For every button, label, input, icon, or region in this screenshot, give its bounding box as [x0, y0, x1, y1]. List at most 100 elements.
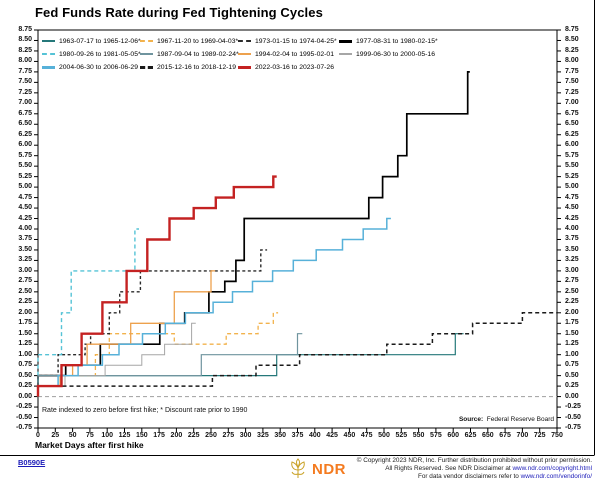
y-tick-label: 0.50	[565, 371, 579, 379]
legend-swatch	[140, 65, 153, 69]
legend-swatch	[140, 40, 153, 42]
y-tick-label: 1.50	[18, 329, 32, 337]
legend-swatch	[339, 53, 352, 55]
copyright-line: For data vendor disclaimers refer to www…	[417, 473, 592, 481]
x-tick-label: 275	[222, 432, 235, 439]
y-tick-label: 0.75	[565, 361, 579, 369]
y-tick-label: 6.50	[565, 120, 579, 128]
x-tick-label: 375	[291, 432, 304, 439]
x-tick-label: 100	[101, 432, 114, 439]
legend-swatch	[140, 53, 153, 55]
y-tick-label: 8.75	[18, 26, 32, 33]
y-tick-label: 3.50	[565, 245, 579, 253]
y-tick-label: 1.25	[565, 340, 579, 348]
legend-label: 1994-02-04 to 1995-02-01	[255, 50, 334, 58]
y-tick-label: 5.25	[565, 172, 579, 180]
copyright-line: All Rights Reserved. See NDR Disclaimer …	[385, 465, 592, 473]
x-tick-label: 300	[239, 432, 252, 439]
y-tick-label: 4.00	[18, 225, 32, 232]
x-tick-label: 750	[551, 432, 563, 439]
y-tick-label: 7.25	[565, 88, 579, 96]
y-tick-label: 5.50	[565, 162, 579, 170]
ndr-logo: NDR	[288, 458, 346, 480]
y-tick-label: -0.50	[16, 413, 32, 421]
legend-label: 1987-09-04 to 1989-02-24*	[157, 50, 239, 58]
y-tick-label: 5.00	[18, 183, 32, 191]
y-tick-label: 2.50	[18, 287, 32, 295]
legend-swatch	[42, 53, 55, 55]
source-label: Source:	[458, 416, 484, 423]
y-tick-label: 2.25	[565, 298, 579, 306]
x-tick-label: 400	[308, 432, 321, 439]
y-tick-label: 3.50	[18, 245, 32, 253]
legend-label: 1963-07-17 to 1965-12-06*	[59, 37, 141, 45]
x-axis-title: Market Days after first hike	[35, 440, 144, 450]
y-tick-label: 3.75	[565, 235, 579, 243]
x-tick-label: 0	[36, 432, 40, 439]
legend-label: 1980-09-26 to 1981-05-05*	[59, 50, 141, 58]
legend-label: 2022-03-16 to 2023-07-26	[255, 63, 334, 71]
x-tick-label: 350	[274, 432, 287, 439]
y-tick-label: 0.25	[565, 382, 579, 390]
legend-item: 1977-08-31 to 1980-02-15*	[339, 35, 438, 47]
legend-item: 1963-07-17 to 1965-12-06*	[42, 35, 141, 47]
y-tick-label: 4.75	[565, 193, 579, 201]
y-tick-label: 4.25	[565, 214, 579, 222]
y-tick-label: 4.25	[18, 214, 32, 222]
y-tick-label: 0.75	[18, 361, 32, 369]
x-tick-label: 600	[447, 432, 460, 439]
x-tick-label: 700	[516, 432, 529, 439]
x-tick-label: 500	[378, 432, 390, 439]
x-tick-label: 425	[326, 432, 338, 439]
x-tick-label: 625	[464, 432, 477, 439]
legend-swatch	[238, 65, 251, 69]
y-tick-label: 8.50	[18, 36, 32, 44]
legend-item: 1980-09-26 to 1981-05-05*	[42, 48, 141, 60]
legend-item: 2004-06-30 to 2006-06-29	[42, 61, 138, 73]
y-tick-label: 2.00	[565, 308, 579, 316]
legend-label: 2015-12-16 to 2018-12-19	[157, 63, 236, 71]
y-tick-label: 4.50	[18, 204, 32, 212]
copyright-link[interactable]: www.ndr.com/copyright.html	[512, 465, 592, 473]
x-tick-label: 75	[85, 432, 94, 439]
y-tick-label: 8.00	[565, 57, 579, 65]
y-tick-label: 5.50	[18, 162, 32, 170]
source-note: Source: Federal Reserve Board	[459, 416, 554, 423]
chart-code-link[interactable]: B0590E	[18, 458, 46, 467]
y-tick-label: 7.75	[565, 67, 579, 75]
legend-item: 2022-03-16 to 2023-07-26	[238, 61, 334, 73]
y-tick-label: 6.75	[565, 109, 579, 117]
y-tick-label: 7.50	[18, 78, 32, 86]
y-tick-label: 7.50	[565, 78, 579, 86]
y-tick-label: -0.50	[565, 413, 581, 421]
y-tick-label: 1.00	[18, 350, 32, 358]
legend-item: 1967-11-20 to 1969-04-03*	[140, 35, 238, 47]
legend-item: 1987-09-04 to 1989-02-24*	[140, 48, 239, 60]
y-tick-label: 1.50	[565, 329, 579, 337]
chart-title: Fed Funds Rate during Fed Tightening Cyc…	[35, 5, 323, 20]
legend-label: 1999-06-30 to 2000-05-16	[356, 50, 435, 58]
y-tick-label: 8.00	[18, 57, 32, 65]
x-tick-label: 725	[533, 432, 546, 439]
legend-swatch	[42, 40, 55, 42]
y-tick-label: 6.25	[18, 130, 32, 138]
y-tick-label: -0.75	[565, 424, 581, 431]
legend-label: 1967-11-20 to 1969-04-03*	[157, 37, 239, 45]
y-tick-label: -0.75	[16, 424, 32, 431]
x-tick-label: 550	[412, 432, 425, 439]
y-tick-label: 6.00	[565, 141, 579, 149]
legend-swatch	[42, 65, 55, 69]
ndr-logo-text: NDR	[312, 460, 346, 478]
index-footnote: Rate indexed to zero before first hike; …	[42, 407, 248, 414]
x-tick-label: 675	[499, 432, 511, 439]
y-tick-label: 0.00	[565, 392, 579, 400]
y-tick-label: 4.50	[565, 204, 579, 212]
y-tick-label: 4.75	[18, 193, 32, 201]
y-tick-label: 2.75	[18, 277, 32, 285]
copyright-link[interactable]: www.ndr.com/vendorinfo/	[520, 473, 592, 481]
y-tick-label: 3.00	[565, 266, 579, 274]
y-tick-label: 8.75	[565, 26, 579, 33]
legend-label: 1973-01-15 to 1974-04-25*	[255, 37, 337, 45]
y-tick-label: 8.50	[565, 36, 579, 44]
